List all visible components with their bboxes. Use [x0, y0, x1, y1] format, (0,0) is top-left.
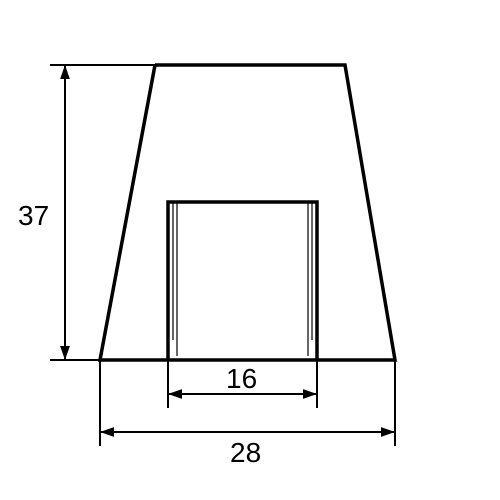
dimension-drawing: 37 16 28 — [0, 0, 500, 500]
dim-value-base: 28 — [230, 437, 261, 468]
arrowhead — [381, 427, 395, 437]
arrowhead — [168, 389, 182, 399]
inner-slot-outline — [168, 202, 317, 360]
dim-value-slot: 16 — [226, 363, 257, 394]
arrowhead — [100, 427, 114, 437]
arrowhead — [60, 346, 70, 360]
arrowhead — [303, 389, 317, 399]
trapezoid-outline — [100, 65, 395, 360]
dim-value-height: 37 — [18, 200, 49, 231]
arrowhead — [60, 65, 70, 79]
